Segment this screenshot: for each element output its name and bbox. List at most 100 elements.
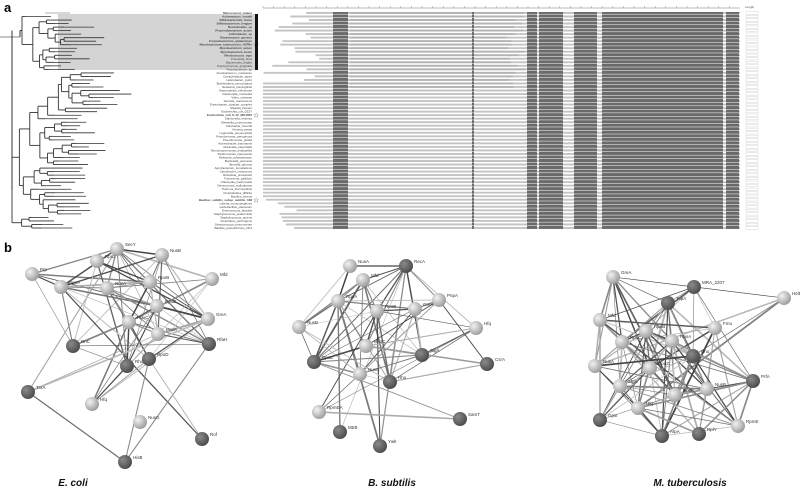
- taxon-label: Mycobacterium_tuberculosis_H37Rv: [199, 43, 252, 47]
- protein-node: [469, 321, 483, 335]
- taxon-label: Bordetella_pertussis: [225, 159, 253, 163]
- interaction-edge: [156, 305, 210, 345]
- length-cell: [745, 71, 759, 75]
- node-label: Mfd: [220, 272, 228, 277]
- protein-node: [120, 359, 134, 373]
- length-cell: [745, 131, 759, 135]
- taxon-label: Moraxella_catarrhalis: [223, 145, 252, 149]
- alignment-row: [263, 160, 740, 163]
- interaction-edge: [106, 278, 213, 289]
- interaction-edge: [318, 373, 361, 413]
- conserved-block: [574, 12, 597, 229]
- protein-node: [692, 427, 706, 441]
- node-label: NusB: [170, 248, 181, 253]
- alignment-row: [263, 93, 740, 96]
- alignment-segment: [350, 86, 514, 89]
- protein-node: [453, 412, 467, 426]
- length-cell: [745, 92, 759, 96]
- interaction-edge: [161, 254, 210, 345]
- interaction-edge: [698, 327, 716, 435]
- alignment-row: [263, 167, 740, 170]
- taxon-label: Citrobacter_freundii: [226, 124, 253, 128]
- conserved-block: [527, 12, 537, 229]
- protein-node: [668, 388, 682, 402]
- node-label: Rho: [701, 349, 710, 354]
- interaction-edge: [637, 330, 647, 409]
- alignment-segment: [350, 50, 525, 53]
- interaction-edge: [149, 281, 209, 320]
- taxon-label: Serratia_marcescens: [224, 99, 253, 103]
- length-cell: [745, 191, 759, 195]
- protein-node: [700, 382, 714, 396]
- node-label: NusG: [683, 388, 695, 393]
- interaction-edge: [313, 308, 416, 363]
- alignment-segment: [350, 40, 512, 43]
- protein-node: [399, 259, 413, 273]
- protein-node: [643, 361, 657, 375]
- taxon-label: Pseudomonas_putida: [223, 138, 252, 142]
- node-label: GreA: [423, 302, 434, 307]
- interaction-edge: [337, 299, 440, 302]
- interaction-edge: [594, 302, 669, 367]
- length-cell: [745, 212, 759, 216]
- alignment-row: [263, 181, 740, 184]
- interaction-edge: [318, 310, 378, 413]
- protein-node: [201, 312, 215, 326]
- protein-node: [85, 397, 99, 411]
- interaction-edge: [667, 302, 708, 390]
- alignment-segment: [350, 26, 514, 29]
- length-cell: [745, 36, 759, 40]
- interaction-edge: [612, 276, 669, 304]
- interaction-edge: [337, 265, 407, 302]
- protein-node: [746, 374, 760, 388]
- node-label: Fmu: [723, 321, 732, 326]
- alignment-row: [263, 96, 740, 99]
- interaction-edge: [27, 248, 118, 393]
- taxon-label: Escherichia_coli_O157: [221, 110, 252, 114]
- conserved-block: [602, 12, 723, 229]
- length-cell: [745, 43, 759, 47]
- highlight-box: [58, 14, 258, 70]
- node-label: HelD: [792, 291, 800, 296]
- interaction-edge: [645, 330, 676, 396]
- interaction-edge: [106, 287, 210, 345]
- alignment-segment: [350, 43, 512, 46]
- taxon-label: Stenotrophomonas_maltophilia: [211, 148, 253, 152]
- taxon-label: Prevotella_bivia: [231, 57, 253, 61]
- taxon-label: Micrococcus_luteus: [223, 11, 252, 15]
- taxon-label: Clostridium_perfringens: [220, 219, 252, 223]
- protein-node: [118, 455, 132, 469]
- interaction-edge: [599, 276, 614, 321]
- alignment-row: [263, 121, 740, 124]
- protein-node: [100, 281, 114, 295]
- alignment-row: [279, 212, 740, 215]
- interaction-edge: [661, 380, 754, 437]
- interaction-edge: [621, 341, 639, 409]
- interaction-edge: [128, 321, 150, 360]
- node-label: MtrB: [348, 425, 358, 430]
- taxon-label: Propionibacterium_acnes: [215, 29, 252, 33]
- interaction-edge: [698, 380, 754, 435]
- length-cell: [745, 149, 759, 152]
- node-label: Prp: [40, 267, 48, 272]
- taxon-label: Klebsiella_pneumoniae: [221, 120, 252, 124]
- interaction-edge: [599, 367, 651, 421]
- taxon-label: Bacillus_subtilis_subsp_subtilis_168: [199, 198, 252, 202]
- length-cell: [745, 110, 759, 114]
- protein-node: [343, 259, 357, 273]
- interaction-edge: [619, 385, 739, 427]
- interaction-edge: [692, 355, 754, 382]
- length-cell: [745, 53, 759, 57]
- taxon-label: Lactobacillus_plantarum: [220, 205, 253, 209]
- taxon-label: Salmonella_enterica: [225, 117, 253, 121]
- interaction-edge: [72, 343, 210, 347]
- interaction-edge: [298, 300, 339, 328]
- interaction-edge: [116, 248, 163, 256]
- interaction-edge: [31, 273, 74, 347]
- node-label: RpoB: [158, 275, 169, 280]
- protein-node: [356, 273, 370, 287]
- node-label: Hfq: [484, 321, 492, 326]
- taxon-label: Acinetobacter_baumannii: [218, 141, 252, 145]
- length-cell: [745, 205, 759, 209]
